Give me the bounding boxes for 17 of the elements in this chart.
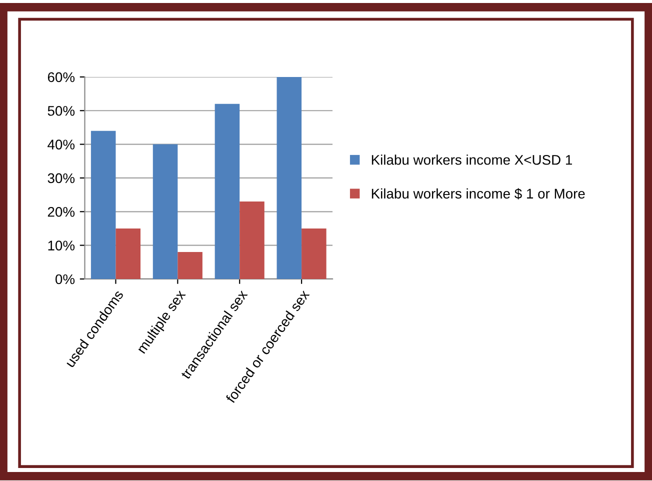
legend-label: Kilabu workers income X<USD 1	[372, 154, 572, 165]
y-tick-label: 10%	[48, 240, 75, 250]
y-tick-label: 60%	[48, 72, 75, 82]
y-tick-label: 30%	[48, 173, 75, 184]
bar	[240, 202, 264, 279]
bar	[178, 252, 202, 279]
bar	[214, 104, 240, 279]
bar	[116, 228, 141, 279]
legend-label: Kilabu workers income $ 1 or More	[372, 188, 585, 200]
y-tick-label: 0%	[56, 274, 75, 284]
bar	[90, 130, 116, 279]
y-tick-label: 20%	[48, 206, 75, 217]
bar	[152, 144, 178, 279]
bar	[302, 228, 326, 279]
y-tick-label: 50%	[48, 106, 75, 116]
y-tick-label: 40%	[48, 140, 75, 150]
bar	[276, 76, 302, 279]
